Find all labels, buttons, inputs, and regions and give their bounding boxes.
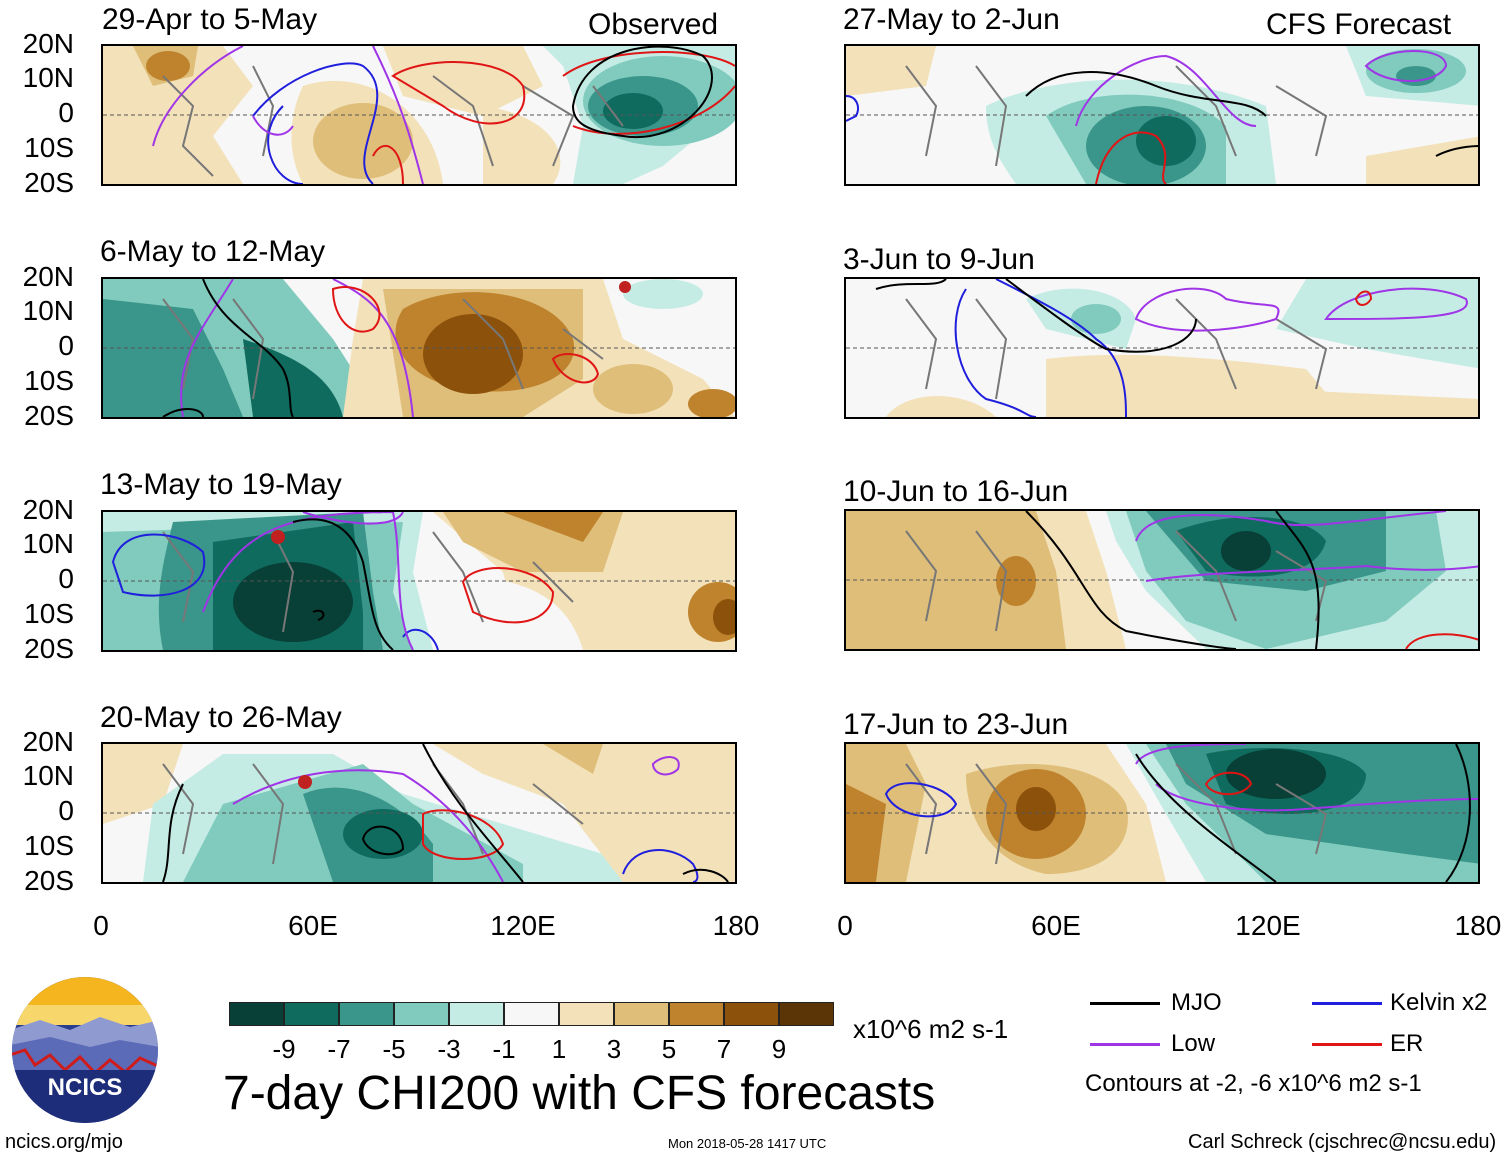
panel-title-p1: 29-Apr to 5-May	[102, 5, 317, 35]
colorbar-swatch	[559, 1002, 614, 1026]
contour-note: Contours at -2, -6 x10^6 m2 s-1	[1085, 1070, 1422, 1098]
site-link[interactable]: ncics.org/mjo	[5, 1131, 123, 1154]
lat-label: 10N	[12, 762, 74, 790]
panel-title-p6: 3-Jun to 9-Jun	[843, 245, 1035, 275]
lat-label: 10N	[12, 530, 74, 558]
lat-label: 20N	[12, 263, 74, 291]
cfs-forecast-label: CFS Forecast	[1266, 10, 1451, 40]
panel-title-p4: 20-May to 26-May	[100, 703, 342, 733]
lat-label: 10N	[12, 64, 74, 92]
lon-label-right-180: 180	[1455, 912, 1502, 940]
map-panel-p3	[101, 510, 737, 652]
timestamp: Mon 2018-05-28 1417 UTC	[668, 1136, 826, 1151]
colorbar-label: -3	[437, 1034, 460, 1065]
lon-label-left-180: 180	[713, 912, 760, 940]
colorbar-swatch	[449, 1002, 504, 1026]
colorbar-units: x10^6 m2 s-1	[853, 1014, 1008, 1045]
map-panel-p7	[844, 509, 1480, 651]
lon-label-left-60e: 60E	[288, 912, 338, 940]
colorbar-label: -5	[382, 1034, 405, 1065]
colorbar-swatch	[394, 1002, 449, 1026]
colorbar-swatch	[779, 1002, 834, 1026]
map-panel-p1	[101, 44, 737, 186]
map-panel-p4	[101, 742, 737, 884]
lon-label-left-120e: 120E	[490, 912, 555, 940]
lat-label: 10S	[12, 832, 74, 860]
lon-label-right-60e: 60E	[1031, 912, 1081, 940]
map-panel-p5	[844, 44, 1480, 186]
colorbar-label: -7	[327, 1034, 350, 1065]
lat-label: 10S	[12, 134, 74, 162]
map-panel-p2	[101, 277, 737, 419]
colorbar-swatch	[724, 1002, 779, 1026]
lat-label: 10N	[12, 297, 74, 325]
logo-text: NCICS	[48, 1074, 123, 1101]
panel-title-p7: 10-Jun to 16-Jun	[843, 477, 1068, 507]
lat-label: 20N	[12, 496, 74, 524]
lon-label-right-120e: 120E	[1235, 912, 1300, 940]
main-title: 7-day CHI200 with CFS forecasts	[223, 1067, 935, 1121]
panel-title-p8: 17-Jun to 23-Jun	[843, 710, 1068, 740]
lat-label: 20S	[12, 867, 74, 895]
lat-label: 20S	[12, 635, 74, 663]
colorbar-swatch	[669, 1002, 724, 1026]
observed-label: Observed	[588, 10, 718, 40]
colorbar-swatch	[504, 1002, 559, 1026]
lat-label: 10S	[12, 600, 74, 628]
panel-title-p2: 6-May to 12-May	[100, 237, 325, 267]
mjo-legend-line	[1090, 1002, 1160, 1005]
colorbar-label: 7	[717, 1034, 731, 1065]
panel-title-p5: 27-May to 2-Jun	[843, 5, 1060, 35]
lat-label: 10S	[12, 367, 74, 395]
colorbar-label: -9	[272, 1034, 295, 1065]
panel-title-p3: 13-May to 19-May	[100, 470, 342, 500]
colorbar-swatch	[614, 1002, 669, 1026]
ncics-logo: NCICS	[10, 975, 160, 1125]
lat-label: 20S	[12, 402, 74, 430]
map-panel-p8	[844, 742, 1480, 884]
colorbar-swatch	[284, 1002, 339, 1026]
map-panel-p6	[844, 277, 1480, 419]
lon-label-left-0: 0	[93, 912, 109, 940]
colorbar-label: 9	[772, 1034, 786, 1065]
lat-label: 0	[12, 99, 74, 127]
credit: Carl Schreck (cjschrec@ncsu.edu)	[1188, 1131, 1496, 1154]
low-legend-label: Low	[1171, 1030, 1215, 1058]
kelvin-legend-line	[1312, 1002, 1382, 1005]
colorbar-swatch	[229, 1002, 284, 1026]
lat-label: 20S	[12, 169, 74, 197]
lat-label: 20N	[12, 30, 74, 58]
colorbar-label: -1	[492, 1034, 515, 1065]
er-legend-line	[1312, 1043, 1382, 1046]
low-legend-line	[1090, 1043, 1160, 1046]
lon-label-right-0: 0	[837, 912, 853, 940]
colorbar-label: 3	[607, 1034, 621, 1065]
lat-label: 20N	[12, 728, 74, 756]
kelvin-legend-label: Kelvin x2	[1390, 989, 1487, 1017]
colorbar-label: 1	[552, 1034, 566, 1065]
lat-label: 0	[12, 565, 74, 593]
lat-label: 0	[12, 332, 74, 360]
colorbar-label: 5	[662, 1034, 676, 1065]
mjo-legend-label: MJO	[1171, 989, 1222, 1017]
lat-label: 0	[12, 797, 74, 825]
er-legend-label: ER	[1390, 1030, 1423, 1058]
colorbar-swatch	[339, 1002, 394, 1026]
